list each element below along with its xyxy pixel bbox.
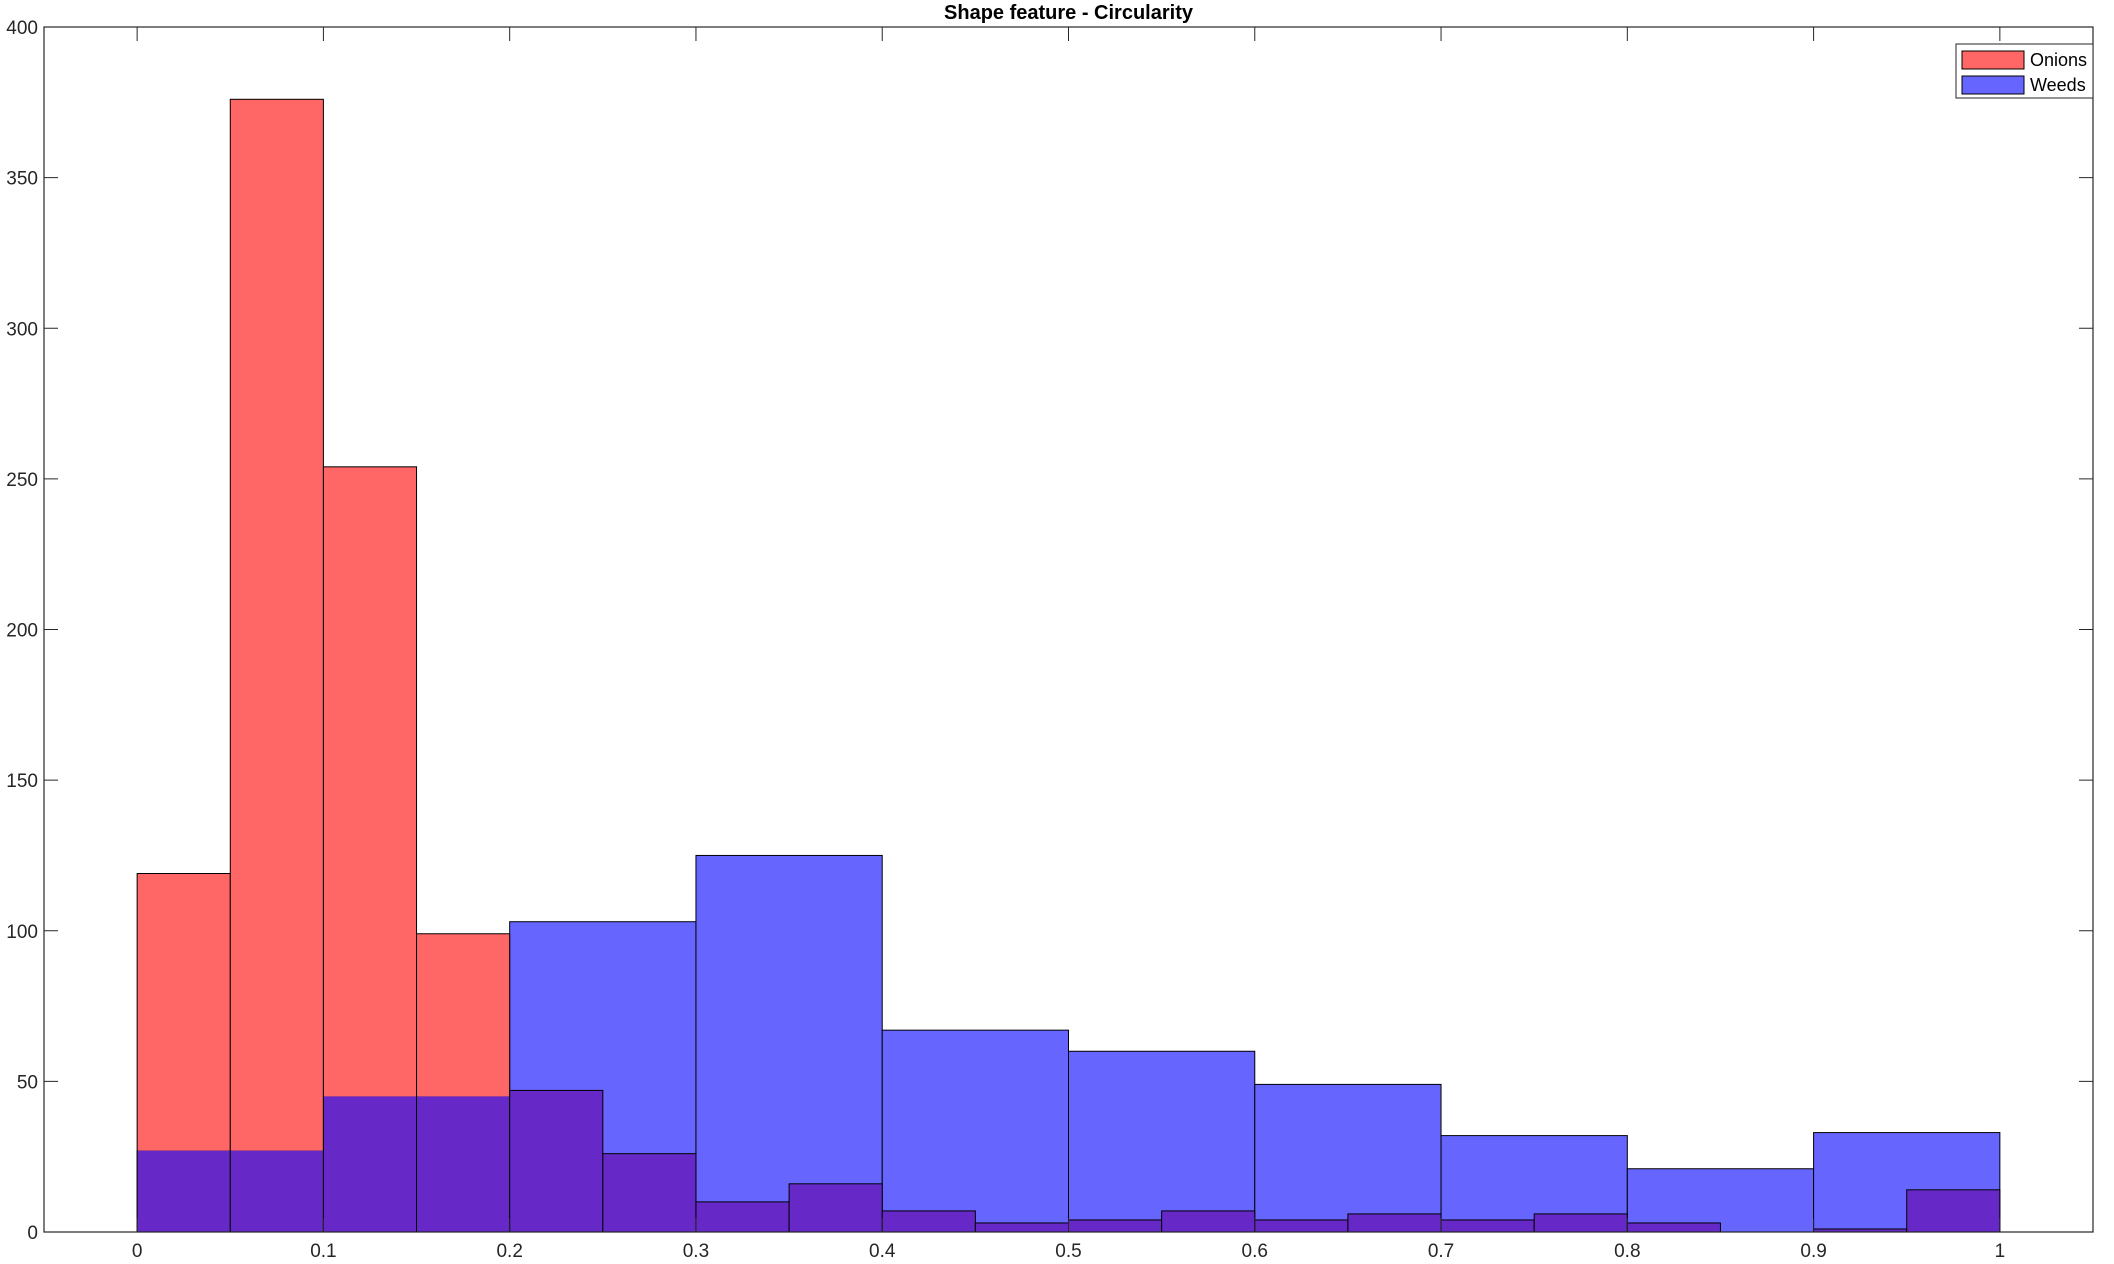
onions-bar-overlap bbox=[1347, 1213, 1442, 1232]
y-tick-label: 0 bbox=[27, 1223, 38, 1244]
y-tick-label: 350 bbox=[6, 169, 38, 190]
onions-bar-overlap bbox=[509, 1090, 603, 1232]
onions-bar-overlap bbox=[975, 1222, 1069, 1232]
weeds-bar bbox=[695, 854, 883, 1233]
y-tick-label: 50 bbox=[17, 1072, 38, 1093]
y-tick-label: 300 bbox=[6, 319, 38, 340]
chart-title: Shape feature - Circularity bbox=[944, 2, 1194, 24]
x-tick-label: 0.3 bbox=[683, 1241, 709, 1262]
legend: Onions Weeds bbox=[1955, 43, 2094, 99]
onions-bar-overlap bbox=[789, 1183, 883, 1232]
onions-bar-overlap bbox=[1161, 1210, 1255, 1232]
legend-swatch-onions bbox=[1961, 50, 2025, 70]
y-tick-label: 150 bbox=[6, 771, 38, 792]
x-tick-label: 0.2 bbox=[496, 1241, 522, 1262]
onions-bar-overlap bbox=[230, 1150, 324, 1232]
y-tick-label: 100 bbox=[6, 922, 38, 943]
y-tick-label: 400 bbox=[6, 18, 38, 39]
x-tick-label: 0.1 bbox=[310, 1241, 336, 1262]
x-tick-label: 0.4 bbox=[869, 1241, 896, 1262]
onions-bar-overlap bbox=[137, 1150, 231, 1232]
onions-bar-overlap bbox=[1906, 1189, 2000, 1232]
onions-bar bbox=[230, 99, 324, 1151]
legend-swatch-weeds bbox=[1961, 75, 2025, 95]
onions-bar-overlap bbox=[323, 1096, 417, 1232]
onions-bar-overlap bbox=[1627, 1222, 1721, 1232]
weeds-bar bbox=[1254, 1083, 1442, 1233]
x-tick-label: 0.5 bbox=[1055, 1241, 1081, 1262]
x-tick-label: 0 bbox=[132, 1241, 143, 1262]
y-tick-label: 200 bbox=[6, 621, 38, 642]
weeds-bar bbox=[1068, 1050, 1256, 1233]
onions-bars bbox=[136, 98, 2001, 1233]
x-tick-label: 0.8 bbox=[1614, 1241, 1640, 1262]
axes: 0 0.1 0.2 0.3 0.4 0.5 0.6 0.7 0.8 0.9 1 0 50 100 150 20… bbox=[6, 18, 2094, 1262]
x-tick-label: 0.7 bbox=[1428, 1241, 1454, 1262]
onions-bar-overlap bbox=[882, 1210, 976, 1232]
onions-bar-overlap bbox=[1534, 1213, 1628, 1232]
onions-bar-overlap bbox=[1813, 1228, 1907, 1232]
onions-bar bbox=[137, 873, 231, 1151]
x-tick-label: 1 bbox=[1995, 1241, 2006, 1262]
onions-bar bbox=[323, 466, 417, 1097]
legend-label-weeds: Weeds bbox=[2030, 75, 2086, 95]
onions-bar bbox=[416, 933, 510, 1097]
x-tick-label: 0.9 bbox=[1800, 1241, 1826, 1262]
onions-bar-overlap bbox=[416, 1096, 510, 1232]
onions-bar-overlap bbox=[1441, 1219, 1535, 1232]
legend-label-onions: Onions bbox=[2030, 50, 2087, 70]
onions-bar-overlap bbox=[602, 1153, 696, 1232]
onions-bar-overlap bbox=[1254, 1219, 1348, 1232]
x-tick-label: 0.6 bbox=[1242, 1241, 1268, 1262]
weeds-bar bbox=[1626, 1168, 1815, 1233]
y-tick-label: 250 bbox=[6, 470, 38, 491]
onions-bar-overlap bbox=[1068, 1219, 1162, 1232]
weeds-bar bbox=[881, 1029, 1070, 1233]
onions-bar-overlap bbox=[695, 1201, 790, 1232]
